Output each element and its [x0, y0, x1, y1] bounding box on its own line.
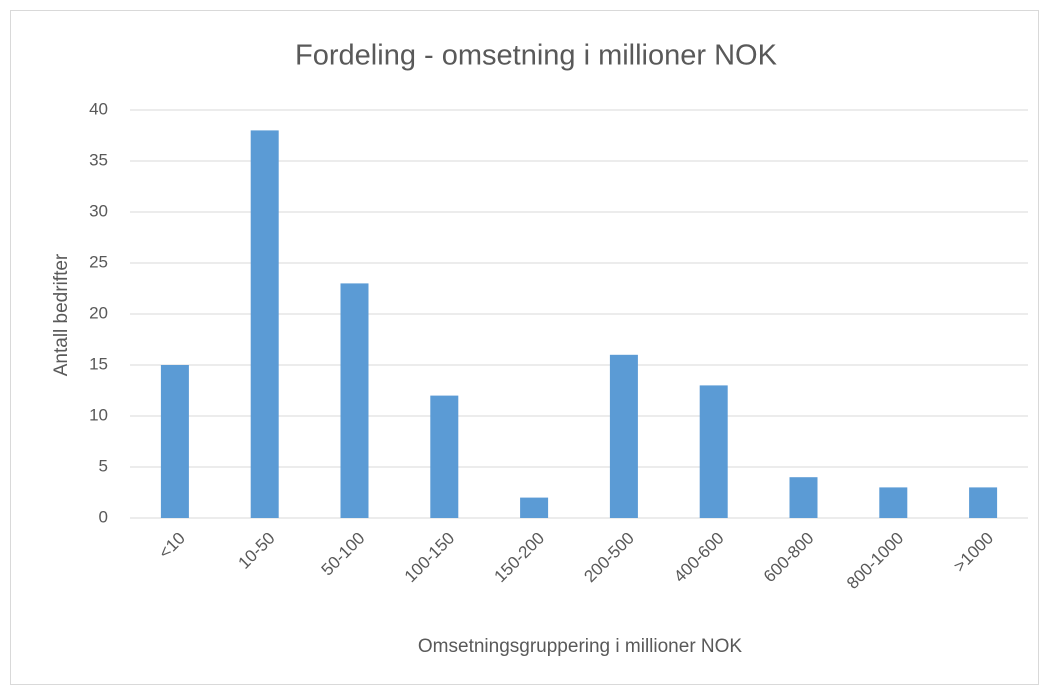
chart-border [10, 10, 1039, 685]
chart-title: Fordeling - omsetning i millioner NOK [295, 40, 778, 72]
y-tick-label: 15 [89, 354, 108, 373]
y-tick-label: 0 [99, 507, 108, 526]
bar [160, 365, 189, 518]
bar [340, 283, 369, 518]
bar [520, 497, 549, 518]
y-axis-label: Antall bedrifter [51, 253, 72, 376]
bar [609, 354, 638, 518]
y-tick-label: 5 [99, 456, 108, 475]
y-tick-label: 35 [89, 150, 108, 169]
y-tick-label: 10 [89, 405, 108, 424]
bar [969, 487, 998, 518]
bar [699, 385, 728, 518]
y-tick-label: 20 [89, 303, 108, 322]
bar [789, 477, 818, 518]
y-tick-label: 25 [89, 252, 108, 271]
x-axis-label: Omsetningsgruppering i millioner NOK [418, 636, 743, 657]
bar [250, 130, 279, 518]
y-tick-label: 30 [89, 201, 108, 220]
bar [430, 395, 459, 518]
bar [879, 487, 908, 518]
y-tick-label: 40 [89, 99, 108, 118]
